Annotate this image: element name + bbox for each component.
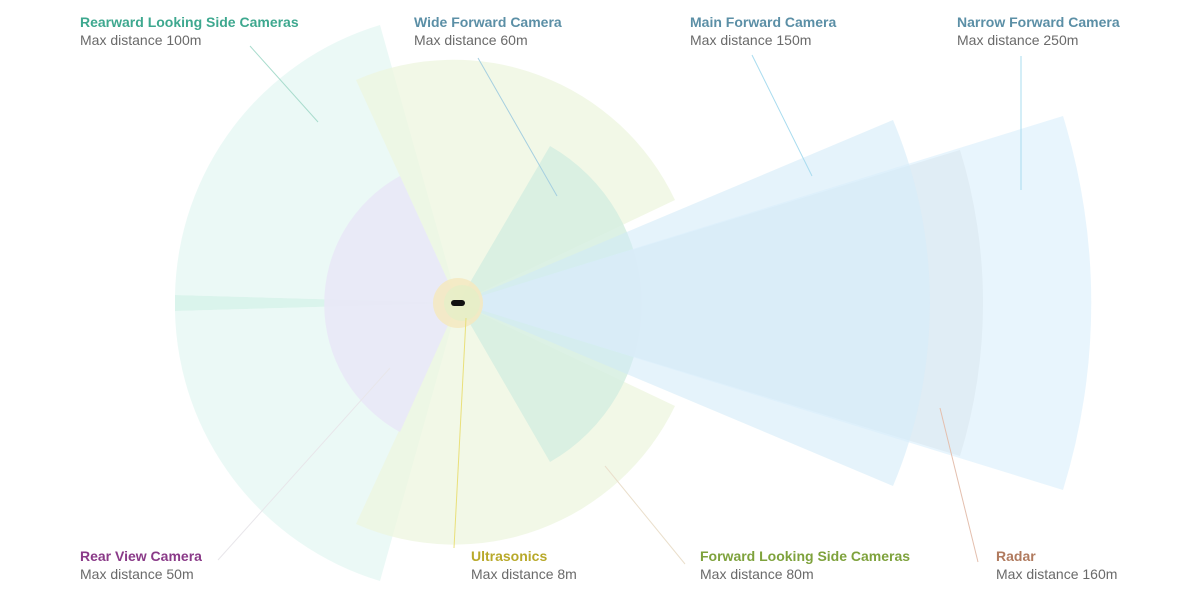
forward-side-camera-coverage — [356, 59, 675, 545]
leader-lines — [217, 45, 1022, 565]
radar-label: Radar Max distance 160m — [996, 547, 1117, 583]
narrow-forward-camera-title: Narrow Forward Camera — [957, 14, 1120, 30]
ultrasonics-distance: Max distance 8m — [471, 566, 577, 582]
rear-view-camera-title: Rear View Camera — [80, 548, 202, 564]
forward-side-camera-title: Forward Looking Side Cameras — [700, 548, 911, 564]
wide-forward-leader-line — [477, 57, 558, 197]
ultrasonics-label: Ultrasonics Max distance 8m — [471, 547, 577, 583]
rear-view-camera-coverage — [324, 176, 458, 432]
rearward-side-camera-back-strip — [175, 295, 458, 311]
rear-view-camera-label: Rear View Camera Max distance 50m — [80, 547, 202, 583]
wide-forward-camera-distance: Max distance 60m — [414, 32, 528, 48]
radar-distance: Max distance 160m — [996, 566, 1118, 582]
forward-side-camera-distance: Max distance 80m — [700, 566, 814, 582]
forward-side-camera-upper-wedge — [356, 59, 675, 304]
rearward-side-leader-line — [249, 45, 319, 123]
radar-leader-line — [939, 407, 979, 563]
forward-side-camera-lower-wedge — [356, 303, 675, 545]
rearward-side-camera-title: Rearward Looking Side Cameras — [80, 14, 299, 30]
forward-side-leader-line — [604, 465, 686, 565]
main-forward-camera-distance: Max distance 150m — [690, 32, 812, 48]
narrow-forward-camera-distance: Max distance 250m — [957, 32, 1079, 48]
main-forward-camera-title: Main Forward Camera — [690, 14, 837, 30]
forward-side-camera-label: Forward Looking Side Cameras Max distanc… — [700, 547, 910, 583]
rear-view-camera-distance: Max distance 50m — [80, 566, 194, 582]
main-forward-leader-line — [751, 54, 813, 177]
radar-title: Radar — [996, 548, 1036, 564]
ultrasonics-leader-line — [453, 317, 467, 549]
wide-forward-camera-label: Wide Forward Camera Max distance 60m — [414, 13, 562, 49]
rearward-side-camera-label: Rearward Looking Side Cameras Max distan… — [80, 13, 299, 49]
rear-view-leader-line — [217, 367, 391, 561]
car-icon — [451, 300, 465, 306]
narrow-forward-camera-coverage — [458, 116, 1092, 490]
narrow-forward-camera-label: Narrow Forward Camera Max distance 250m — [957, 13, 1120, 49]
ultrasonics-title: Ultrasonics — [471, 548, 548, 564]
main-forward-camera-label: Main Forward Camera Max distance 150m — [690, 13, 836, 49]
rearward-side-camera-distance: Max distance 100m — [80, 32, 202, 48]
wide-forward-camera-title: Wide Forward Camera — [414, 14, 562, 30]
